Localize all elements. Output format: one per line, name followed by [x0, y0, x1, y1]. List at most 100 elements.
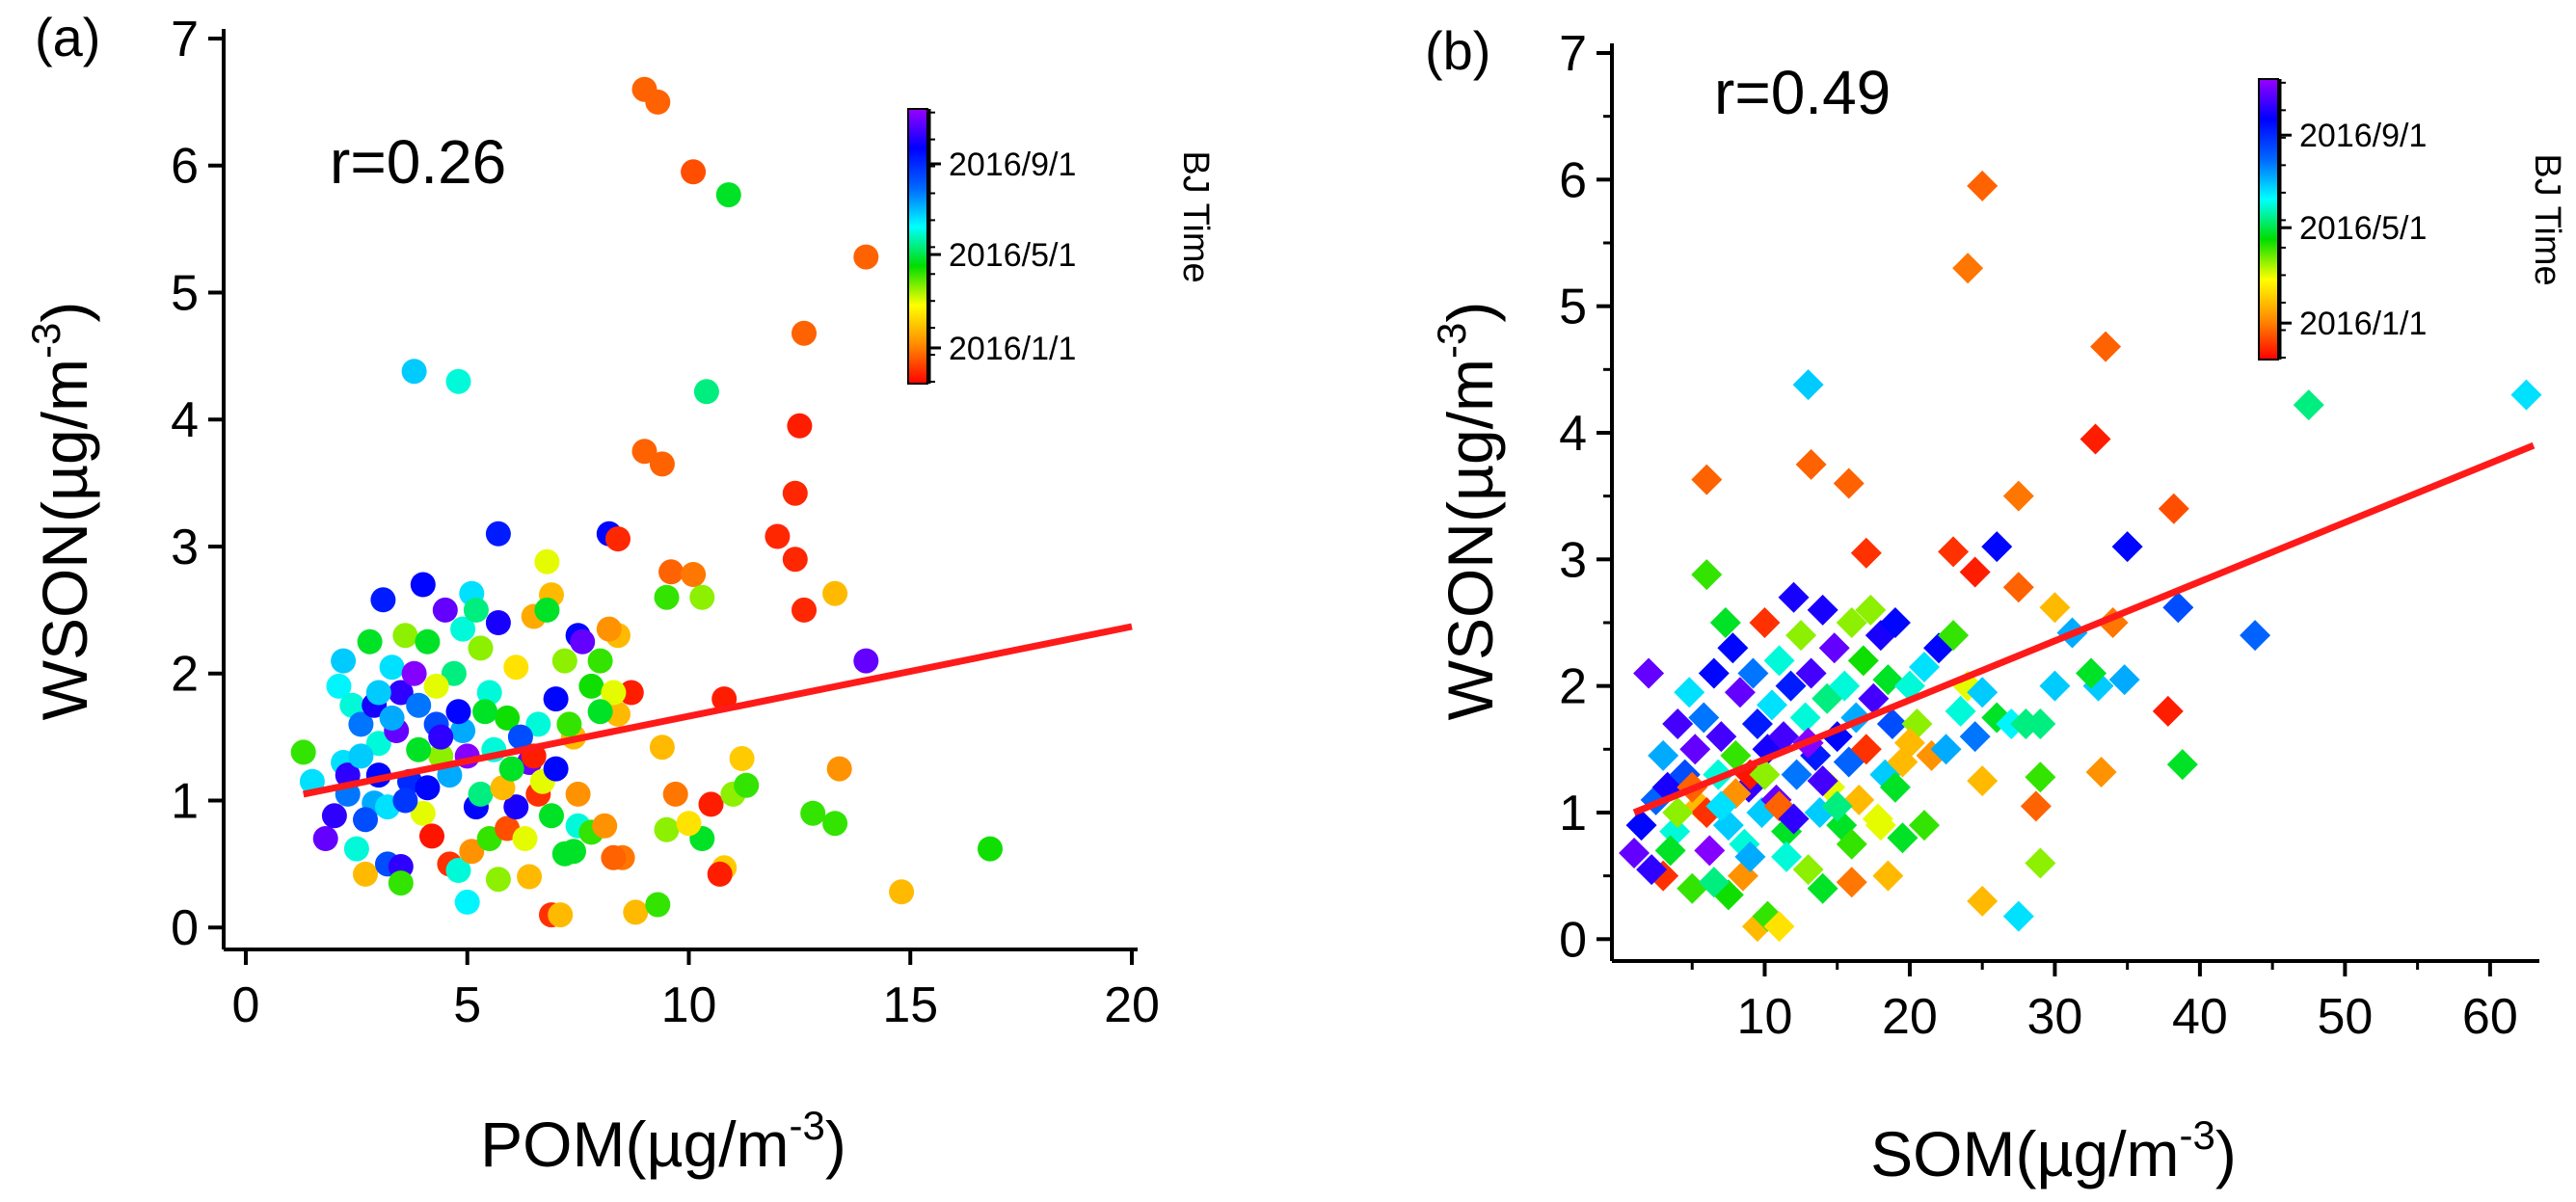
panel-a-point	[357, 628, 383, 654]
panel-a-y-tick-label: 6	[171, 139, 199, 195]
panel-a-point	[410, 572, 436, 598]
panel-b-point	[1909, 810, 1940, 841]
panel-a-point	[419, 823, 444, 849]
panel-b-point	[1879, 771, 1911, 803]
panel-a-point	[543, 756, 569, 782]
panel-b-point	[1945, 695, 1976, 727]
panel-a-y-tick-label: 7	[171, 12, 199, 67]
panel-b-point	[1785, 620, 1817, 652]
panel-a-point	[370, 587, 396, 613]
panel-b-axes: 0 1 2 3 4 5 6 7 10 20 30 40 50 60	[1559, 26, 2539, 1045]
panel-a-point	[463, 597, 489, 623]
panel-a-point	[782, 480, 808, 506]
panel-a-colorbar: 2016/9/1 2016/5/1 2016/1/1 BJ Time	[907, 108, 1216, 385]
panel-a-point	[676, 811, 702, 837]
panel-a-point	[450, 718, 476, 743]
panel-b-point	[2002, 572, 2034, 603]
panel-b-point	[2085, 756, 2117, 788]
panel-b-point	[1694, 835, 1726, 867]
panel-a-point	[693, 379, 719, 405]
panel-b-point	[1792, 369, 1824, 401]
panel-a-point	[601, 680, 627, 706]
panel-a-point	[415, 628, 441, 654]
panel-b-correlation: r=0.49	[1714, 58, 1891, 127]
panel-a-y-tick-label: 1	[171, 773, 199, 829]
panel-b-point	[1709, 606, 1741, 638]
panel-a-colorbar-gradient	[907, 108, 928, 385]
panel-b-y-tick-label: 2	[1559, 659, 1587, 715]
panel-a-y-tick-label: 3	[171, 520, 199, 575]
panel-a-point	[343, 836, 369, 862]
panel-b-point	[1648, 739, 1679, 771]
panel-a-point	[734, 772, 760, 798]
panel-b-point	[2010, 708, 2042, 740]
panel-b-point	[1691, 464, 1723, 495]
panel-b-point	[2111, 531, 2143, 563]
panel-b-point	[1705, 790, 1737, 822]
panel-b-y-tick-label: 7	[1559, 26, 1587, 82]
panel-b-point	[1674, 677, 1705, 708]
panel-b-point	[1795, 448, 1827, 480]
panel-b-point	[1724, 677, 1756, 708]
panel-b-point	[1967, 885, 1999, 917]
panel-b-point	[1959, 721, 1991, 753]
panel-b-point	[1843, 784, 1875, 815]
panel-b-y-tick-label: 6	[1559, 152, 1587, 208]
panel-b-point	[1679, 734, 1711, 765]
panel-a-point	[978, 836, 1003, 862]
panel-b-point	[1952, 253, 1984, 284]
panel-a-point	[649, 451, 675, 477]
panel-a-point	[707, 861, 733, 887]
panel-a-point	[543, 686, 569, 712]
panel-b-point	[1821, 790, 1853, 822]
panel-b-point	[1967, 170, 1999, 201]
panel-a-point	[348, 743, 374, 769]
panel-b-point	[1836, 867, 1867, 898]
panel-a-point	[601, 844, 627, 870]
panel-b-point	[2152, 695, 2184, 727]
panel-a-point	[782, 547, 808, 573]
panel-a-point	[631, 439, 657, 465]
panel-a-point	[454, 889, 480, 915]
panel-b-point	[2510, 379, 2542, 411]
panel-b-point	[1717, 632, 1749, 664]
panel-a-point	[353, 861, 378, 887]
panel-a-point	[503, 654, 529, 681]
panel-a-point	[353, 807, 378, 833]
panel-b-points	[1619, 170, 2542, 943]
panel-b-x-tick-label: 40	[2172, 989, 2228, 1045]
panel-a-point	[388, 870, 414, 896]
panel-a-point	[432, 597, 458, 623]
panel-b-point	[1836, 606, 1867, 638]
panel-a-y-axis-label: WSON(µg/m-3)	[23, 302, 100, 721]
panel-b-point	[1865, 810, 1896, 841]
panel-b-point	[1887, 822, 1919, 854]
panel-b-point	[2039, 670, 2071, 702]
panel-b-point	[1836, 828, 1867, 860]
panel-a-point	[853, 648, 879, 674]
panel-b-point	[1807, 765, 1838, 797]
panel-b-point	[1771, 841, 1803, 872]
panel-b-y-tick-label: 4	[1559, 406, 1587, 462]
panel-a-point	[401, 359, 427, 385]
panel-b-y-tick-label: 5	[1559, 280, 1587, 335]
panel-b-point	[1763, 911, 1795, 943]
panel-a-point	[348, 711, 374, 737]
panel-a-point	[495, 705, 521, 731]
panel-a-point	[388, 680, 414, 706]
panel-a-point	[507, 724, 533, 750]
panel-a-colorbar-tick-label: 2016/1/1	[949, 331, 1076, 367]
panel-a-point	[645, 89, 671, 115]
panel-a-point	[312, 826, 338, 851]
panel-a-point	[826, 756, 852, 782]
panel-a-point	[792, 597, 817, 623]
panel-b-point	[1795, 657, 1827, 689]
panel-a-point	[365, 680, 391, 706]
panel-b-point	[1737, 657, 1769, 689]
panel-a-point	[415, 775, 441, 801]
panel-a-point	[596, 616, 622, 642]
panel-b-point	[1938, 620, 1970, 652]
panel-a-point	[392, 788, 418, 814]
panel-a-y-tick-label: 2	[171, 647, 199, 703]
